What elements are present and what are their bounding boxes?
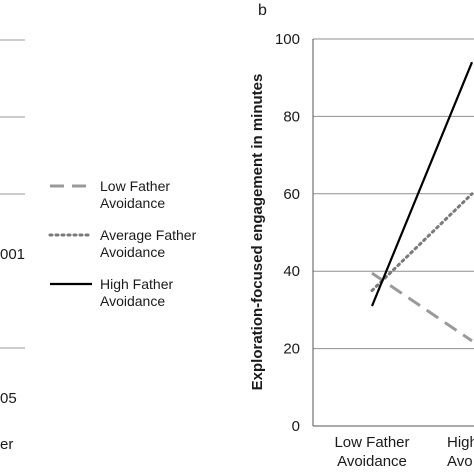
series-line (370, 61, 474, 307)
legend-label: High Father Avoidance (100, 276, 174, 309)
series-line (370, 192, 474, 293)
left-value-fragment: 001 (0, 246, 26, 263)
legend-swatch (48, 233, 94, 237)
series-line (371, 271, 473, 343)
y-tick-label: 60 (283, 186, 300, 203)
legend-label: Low Father Avoidance (100, 178, 171, 211)
y-tick-label: 20 (283, 341, 300, 358)
y-tick-label: 100 (275, 31, 300, 48)
left-value-fragment: 05 (0, 390, 17, 407)
legend-label: Average Father Avoidance (100, 227, 197, 260)
legend-swatch (50, 282, 92, 286)
y-tick-label: 0 (292, 418, 300, 435)
legend-item: Low Father Avoidance (48, 178, 258, 222)
gridlines (313, 38, 474, 427)
y-tick-label: 40 (283, 263, 300, 280)
y-tick-label: 80 (283, 108, 300, 125)
x-axis: Low Father Avoidance High Avo (334, 434, 474, 470)
legend-item: High Father Avoidance (48, 276, 258, 320)
x-tick-label: High Avo (447, 434, 474, 470)
left-panel-gridlines (0, 39, 25, 349)
legend-swatch (50, 184, 92, 188)
y-axis: 0 20 40 60 80 100 (275, 31, 314, 435)
left-value-fragment: er (0, 436, 14, 453)
x-tick-label: Low Father Avoidance (334, 434, 409, 470)
panel-label: b (258, 2, 267, 19)
y-axis-label: Exploration-focused engagement in minute… (249, 74, 266, 391)
series-lines (370, 61, 474, 343)
legend-item: Average Father Avoidance (48, 227, 258, 271)
